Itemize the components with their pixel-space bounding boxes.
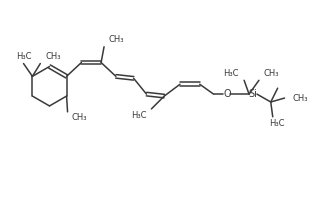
Text: CH₃: CH₃ xyxy=(292,94,308,103)
Text: O: O xyxy=(224,89,231,99)
Text: CH₃: CH₃ xyxy=(108,35,123,44)
Text: CH₃: CH₃ xyxy=(264,69,279,78)
Text: H₃C: H₃C xyxy=(269,119,284,128)
Text: H₃C: H₃C xyxy=(223,69,238,78)
Text: H₃C: H₃C xyxy=(16,52,31,61)
Text: CH₃: CH₃ xyxy=(45,52,61,61)
Text: Si: Si xyxy=(249,89,257,99)
Text: H₃C: H₃C xyxy=(131,111,146,120)
Text: CH₃: CH₃ xyxy=(72,113,87,122)
